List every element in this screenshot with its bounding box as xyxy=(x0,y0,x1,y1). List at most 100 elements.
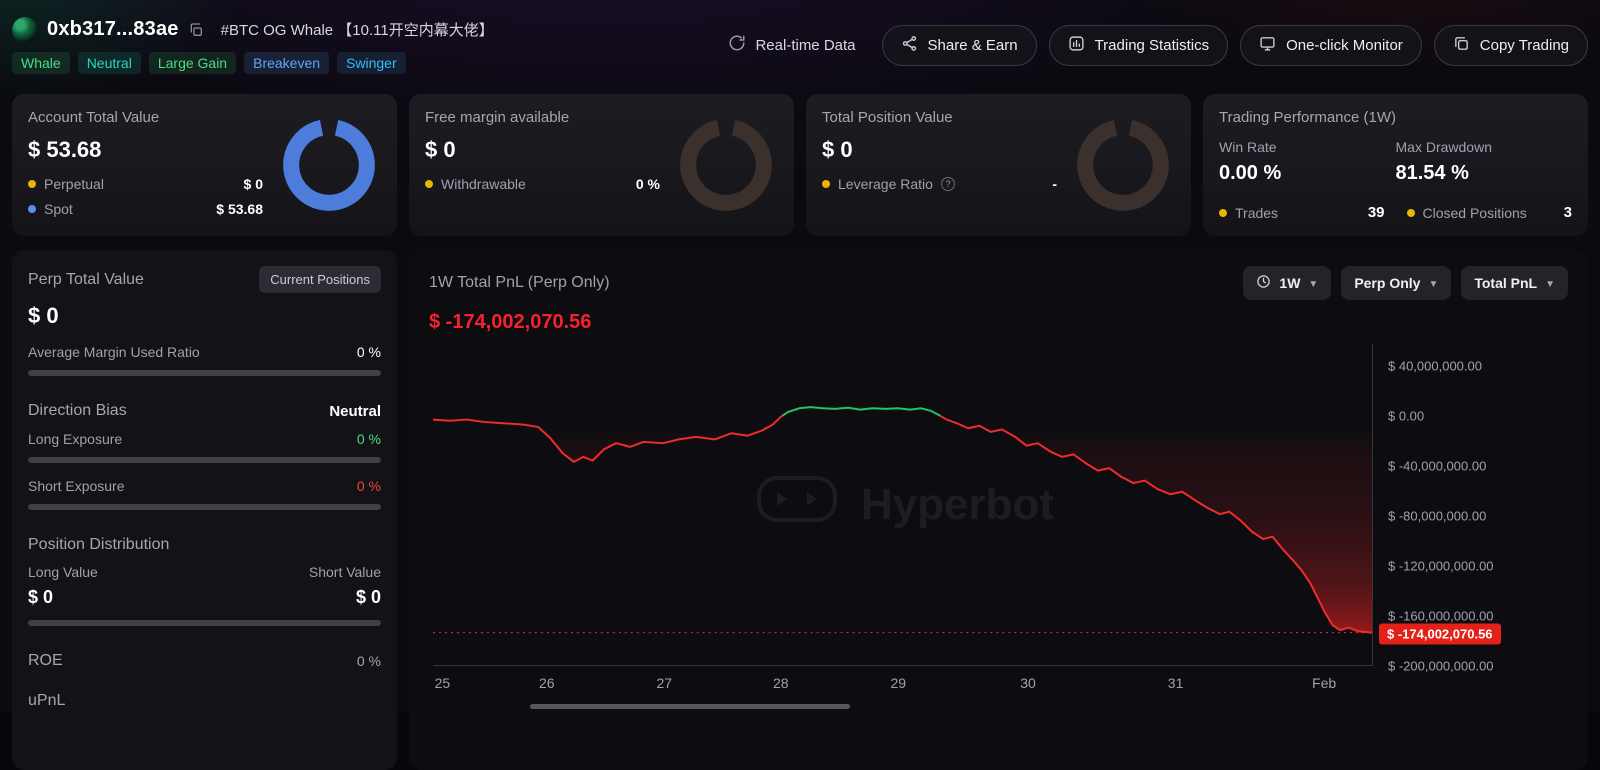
x-axis-label: Feb xyxy=(1312,675,1337,691)
metric-dropdown[interactable]: Total PnL ▼ xyxy=(1461,266,1568,300)
max-drawdown-block: Max Drawdown 81.54 % xyxy=(1396,139,1573,185)
margin-ratio-progressbar xyxy=(28,370,381,376)
win-rate-block: Win Rate 0.00 % xyxy=(1219,139,1396,185)
distribution-progressbar xyxy=(28,620,381,626)
x-axis: 25 26 27 28 29 30 31 Feb xyxy=(433,666,1373,696)
share-earn-label: Share & Earn xyxy=(927,36,1018,54)
leverage-label: Leverage Ratio xyxy=(838,176,933,192)
card-title: Total Position Value xyxy=(822,109,953,126)
trades-value: 39 xyxy=(1367,204,1385,221)
one-click-monitor-button[interactable]: One-click Monitor xyxy=(1240,24,1422,66)
legend-row-leverage: Leverage Ratio ? - xyxy=(822,176,1071,192)
spot-dot xyxy=(28,205,36,213)
card-account-total-value: Account Total Value $ 53.68 Perpetual $ … xyxy=(12,94,397,236)
share-icon xyxy=(901,35,918,56)
closed-positions-dot xyxy=(1406,208,1415,217)
x-axis-label: 26 xyxy=(538,675,555,691)
spot-value: $ 53.68 xyxy=(216,201,263,217)
roe-value: 0 % xyxy=(356,653,381,669)
current-positions-button[interactable]: Current Positions xyxy=(259,266,381,293)
x-axis-label: 30 xyxy=(1020,675,1036,691)
x-axis-label: 29 xyxy=(890,675,907,691)
stat-cards: Account Total Value $ 53.68 Perpetual $ … xyxy=(12,94,1588,236)
metric-label: Total PnL xyxy=(1474,275,1538,291)
margin-donut-chart xyxy=(680,119,772,211)
long-value-label: Long Value xyxy=(28,564,98,580)
badge-swinger: Swinger xyxy=(337,51,406,74)
wallet-address: 0xb317...83ae xyxy=(47,18,179,40)
badge-large-gain: Large Gain xyxy=(148,51,237,74)
topbar: 0xb317...83ae #BTC OG Whale 【10.11开空内幕大佬… xyxy=(12,6,1588,84)
page: 0xb317...83ae #BTC OG Whale 【10.11开空内幕大佬… xyxy=(12,6,1588,770)
market-type-label: Perp Only xyxy=(1354,275,1421,291)
y-axis-label: $ -200,000,000.00 xyxy=(1388,658,1494,674)
whale-tag-title: #BTC OG Whale 【10.11开空内幕大佬】 xyxy=(220,22,494,39)
topbar-actions: Real-time Data Share & Earn Trading Stat… xyxy=(728,24,1588,66)
account-total-value: $ 53.68 xyxy=(28,137,102,162)
leverage-help-icon[interactable]: ? xyxy=(940,177,955,191)
leverage-value: - xyxy=(1052,176,1057,192)
copy-address-icon[interactable] xyxy=(188,22,204,38)
trades-counter: Trades 39 xyxy=(1219,204,1385,221)
closed-positions-value: 3 xyxy=(1563,204,1572,221)
perpetual-label: Perpetual xyxy=(44,176,104,192)
card-total-position: Total Position Value $ 0 Leverage Ratio … xyxy=(806,94,1191,236)
legend-row-spot: Spot $ 53.68 xyxy=(28,201,277,217)
perp-total-value: $ 0 xyxy=(28,303,59,328)
card-trading-performance: Trading Performance (1W) Win Rate 0.00 %… xyxy=(1203,94,1588,236)
trading-statistics-label: Trading Statistics xyxy=(1094,36,1210,54)
margin-ratio-label: Average Margin Used Ratio xyxy=(28,344,200,360)
realtime-data-toggle[interactable]: Real-time Data xyxy=(728,34,856,56)
short-value-label: Short Value xyxy=(308,564,381,580)
timeframe-dropdown[interactable]: 1W ▼ xyxy=(1243,266,1332,300)
chevron-down-icon: ▼ xyxy=(1308,278,1319,290)
position-distribution-label: Position Distribution xyxy=(28,536,170,553)
timeframe-label: 1W xyxy=(1279,275,1301,291)
share-earn-button[interactable]: Share & Earn xyxy=(881,24,1037,66)
y-axis-label: $ 40,000,000.00 xyxy=(1388,358,1482,374)
short-exposure-progressbar xyxy=(28,504,381,510)
legend-row-perpetual: Perpetual $ 0 xyxy=(28,176,277,192)
clock-icon xyxy=(1256,274,1271,292)
pnl-chart-title: 1W Total PnL (Perp Only) xyxy=(429,274,610,291)
short-value: $ 0 xyxy=(355,587,381,607)
trading-statistics-button[interactable]: Trading Statistics xyxy=(1048,24,1229,66)
pnl-chart-panel: 1W Total PnL (Perp Only) 1W ▼ Perp Only … xyxy=(409,250,1588,770)
horizontal-scrollbar[interactable] xyxy=(530,704,850,709)
card-free-margin: Free margin available $ 0 Withdrawable 0… xyxy=(409,94,794,236)
withdrawable-label: Withdrawable xyxy=(441,176,526,192)
perp-total-value-title: Perp Total Value xyxy=(28,270,144,288)
y-axis-label: $ -80,000,000.00 xyxy=(1388,508,1487,524)
direction-bias-label: Direction Bias xyxy=(28,402,127,419)
market-type-dropdown[interactable]: Perp Only ▼ xyxy=(1341,266,1452,300)
card-title: Free margin available xyxy=(425,109,570,126)
total-position-value: $ 0 xyxy=(822,137,853,162)
badge-neutral: Neutral xyxy=(77,51,141,74)
long-value: $ 0 xyxy=(28,587,54,607)
y-axis-label: $ -160,000,000.00 xyxy=(1388,608,1494,624)
max-drawdown-label: Max Drawdown xyxy=(1395,139,1492,155)
closed-positions-label: Closed Positions xyxy=(1422,204,1527,221)
spot-label: Spot xyxy=(44,201,73,217)
withdrawable-value: 0 % xyxy=(635,176,660,192)
y-axis: $ 40,000,000.00 $ 0.00 $ -40,000,000.00 $ -… xyxy=(1373,344,1588,674)
short-exposure-label: Short Exposure xyxy=(28,478,125,494)
max-drawdown-value: 81.54 % xyxy=(1395,162,1469,184)
topbar-left: 0xb317...83ae #BTC OG Whale 【10.11开空内幕大佬… xyxy=(12,16,494,74)
account-donut-chart xyxy=(283,119,375,211)
one-click-monitor-label: One-click Monitor xyxy=(1286,36,1403,54)
copy-trading-button[interactable]: Copy Trading xyxy=(1433,24,1588,66)
y-axis-label: $ 0.00 xyxy=(1388,408,1425,424)
x-axis-label: 31 xyxy=(1167,675,1184,691)
perpetual-value: $ 0 xyxy=(243,176,263,192)
perpetual-dot xyxy=(28,180,36,188)
sync-icon xyxy=(728,34,746,56)
win-rate-value: 0.00 % xyxy=(1219,162,1282,184)
badge-row: Whale Neutral Large Gain Breakeven Swing… xyxy=(12,51,494,74)
long-exposure-label: Long Exposure xyxy=(28,431,123,447)
long-exposure-value: 0 % xyxy=(356,431,381,447)
upnl-label: uPnL xyxy=(28,692,66,709)
pnl-plot-area[interactable]: Hyperbot xyxy=(433,344,1373,666)
direction-bias-value: Neutral xyxy=(329,402,381,420)
x-axis-label: 25 xyxy=(434,675,451,691)
